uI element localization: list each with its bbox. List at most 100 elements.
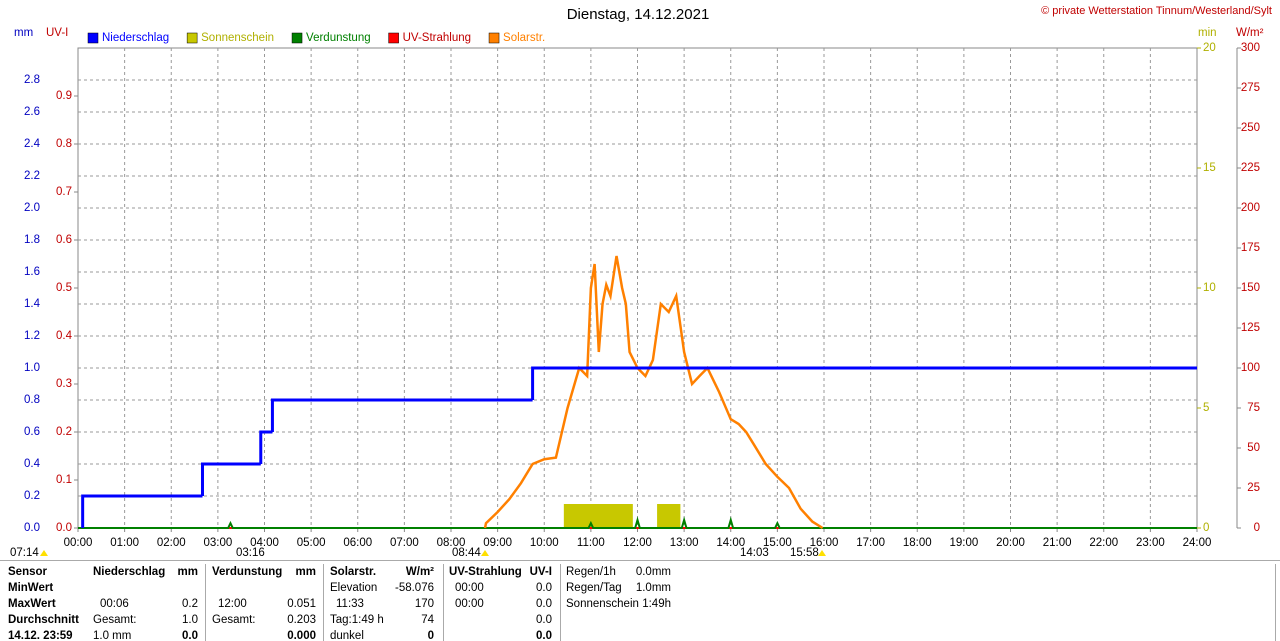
table-sep	[443, 564, 444, 641]
x-tick-label: 04:00	[250, 537, 279, 549]
x-tick-label: 08:00	[437, 537, 466, 549]
legend-label: Verdunstung	[306, 32, 371, 44]
table-cell: mm	[177, 566, 198, 578]
x-tick-label: 12:00	[623, 537, 652, 549]
x-tick-label: 05:00	[297, 537, 326, 549]
x-tick-label: 03:00	[203, 537, 232, 549]
sun-marker	[40, 550, 48, 556]
x-tick-label: 15:00	[763, 537, 792, 549]
y-tick-label: 1.8	[24, 234, 40, 246]
x-tick-label: 20:00	[996, 537, 1025, 549]
legend-label: Sonnenschein	[201, 32, 274, 44]
uv-tick-label: 0.6	[56, 234, 72, 246]
table-sep	[205, 564, 206, 641]
uv-tick-label: 0.5	[56, 282, 72, 294]
y-tick-label: 0.6	[24, 426, 40, 438]
table-cell: Sensor	[8, 566, 47, 578]
y3-tick-label: 125	[1241, 322, 1260, 334]
y2-axis-unit: min	[1198, 27, 1217, 39]
y-tick-label: 0.8	[24, 394, 40, 406]
x-tick-label: 19:00	[949, 537, 978, 549]
table-rule	[0, 560, 1280, 561]
table-cell: Tag:1:49 h	[330, 614, 384, 626]
table-cell: Gesamt:	[93, 614, 137, 626]
table-cell: 0.0	[536, 630, 552, 641]
x-tick-label: 24:00	[1183, 537, 1212, 549]
series-line	[78, 516, 1197, 529]
time-marker: 08:44	[452, 547, 481, 559]
table-cell: 1.0mm	[635, 582, 671, 594]
x-tick-label: 17:00	[856, 537, 885, 549]
table-cell: Sonnenschein	[566, 598, 639, 610]
table-cell: Regen/Tag	[566, 582, 622, 594]
uv-tick-label: 0.3	[56, 378, 72, 390]
table-cell: 0.203	[287, 614, 316, 626]
legend-swatch	[488, 32, 500, 44]
table-cell: 00:06	[100, 598, 129, 610]
y-tick-label: 0.0	[24, 522, 40, 534]
sunshine-bar	[563, 504, 633, 528]
table-cell: -58.076	[394, 582, 434, 594]
table-cell: 0.0mm	[635, 566, 671, 578]
y-tick-label: 1.0	[24, 362, 40, 374]
y3-tick-label: 175	[1241, 242, 1260, 254]
y2-tick-label: 0	[1203, 522, 1209, 534]
table-sep	[323, 564, 324, 641]
table-cell: 74	[421, 614, 434, 626]
time-marker: 03:16	[236, 547, 265, 559]
sun-marker	[818, 550, 826, 556]
x-tick-label: 21:00	[1043, 537, 1072, 549]
x-tick-label: 02:00	[157, 537, 186, 549]
x-tick-label: 09:00	[483, 537, 512, 549]
y3-tick-label: 150	[1241, 282, 1260, 294]
uv-tick-label: 0.8	[56, 138, 72, 150]
table-cell: UV-I	[529, 566, 552, 578]
precip-step	[259, 430, 273, 464]
y-tick-label: 2.4	[24, 138, 41, 150]
table-cell: 11:33	[336, 598, 364, 610]
table-cell: Solarstr.	[330, 566, 377, 578]
table-cell: Elevation	[330, 582, 378, 594]
sun-marker	[481, 550, 489, 556]
table-cell: 170	[414, 598, 434, 610]
table-cell: 1.0 mm	[93, 630, 132, 641]
y3-tick-label: 250	[1241, 122, 1260, 134]
y-tick-label: 0.2	[24, 490, 40, 502]
table-cell: 0	[427, 630, 434, 641]
table-cell: MinWert	[8, 582, 54, 594]
x-tick-label: 16:00	[810, 537, 839, 549]
y2-tick-label: 5	[1203, 402, 1209, 414]
y-axis-unit: mm	[14, 27, 33, 39]
credit: © private Wetterstation Tinnum/Westerlan…	[1041, 5, 1272, 17]
legend-label: Solarstr.	[503, 32, 545, 44]
y-tick-label: 2.8	[24, 74, 40, 86]
y3-tick-label: 25	[1247, 482, 1260, 494]
table-cell: 0.000	[287, 630, 316, 641]
precip-step	[200, 462, 261, 496]
y3-tick-label: 225	[1241, 162, 1260, 174]
y3-tick-label: 75	[1247, 402, 1260, 414]
uv-tick-label: 0.0	[56, 522, 72, 534]
x-tick-label: 07:00	[390, 537, 419, 549]
y3-tick-label: 275	[1241, 82, 1260, 94]
y2-tick-label: 20	[1203, 42, 1216, 54]
x-tick-label: 14:00	[716, 537, 745, 549]
precip-step	[270, 398, 533, 432]
table-cell: Verdunstung	[212, 566, 283, 578]
y-tick-label: 1.2	[24, 330, 40, 342]
y-tick-label: 2.0	[24, 202, 40, 214]
table-cell: UV-Strahlung	[449, 566, 522, 578]
uv-axis-unit: UV-I	[46, 27, 68, 39]
legend-label: Niederschlag	[102, 32, 169, 44]
y3-tick-label: 50	[1247, 442, 1260, 454]
table-cell: Durchschnitt	[8, 614, 79, 626]
table-cell: 12:00	[218, 598, 247, 610]
time-marker: 14:03	[740, 547, 769, 559]
table-cell: 00:00	[455, 598, 484, 610]
time-marker: 07:14	[10, 547, 39, 559]
y3-axis-unit: W/m²	[1236, 27, 1264, 39]
x-tick-label: 18:00	[903, 537, 932, 549]
y3-tick-label: 0	[1254, 522, 1260, 534]
chart: Dienstag, 14.12.2021 © private Wettersta…	[10, 5, 1272, 559]
